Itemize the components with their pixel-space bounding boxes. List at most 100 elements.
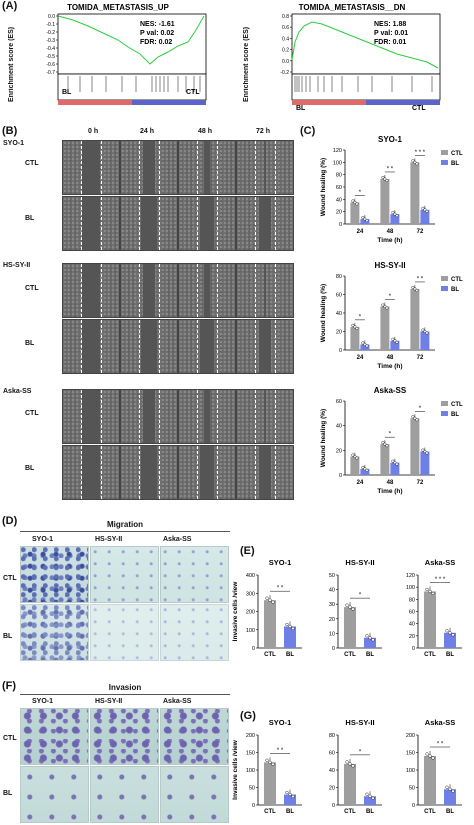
wound-image [62, 140, 120, 195]
gsea-ticks-up: 0.0 -0.1 -0.2 -0.3 -0.4 -0.5 -0.6 -0.7 [46, 14, 58, 76]
inv-aska-bl [160, 766, 229, 823]
y-tick-label: 0 [252, 646, 255, 652]
data-point [271, 762, 275, 766]
y-tick-label: 80 [336, 274, 342, 280]
bar-bl [390, 340, 400, 350]
mig-aska-ctl [160, 546, 229, 603]
mig-row-bl: BL [3, 633, 13, 640]
migration-title: Migration [107, 520, 143, 529]
scratch-gap [82, 264, 100, 317]
bar-ctl [380, 306, 390, 350]
gsea-ylabel-2: Enrichment score (ES) [243, 26, 250, 102]
data-point [393, 212, 397, 216]
data-point [413, 416, 417, 420]
wound-image [120, 389, 178, 444]
x-tick-label: 72 [417, 229, 424, 235]
scratch-gap [204, 390, 210, 443]
x-tick-label: BL [446, 809, 454, 815]
data-point [385, 444, 389, 448]
data-point [421, 328, 425, 332]
y-tick-label: 0 [412, 803, 415, 809]
data-point [265, 758, 269, 762]
scratch-boundary [217, 197, 218, 250]
scratch-gap [141, 446, 157, 499]
chart-hssy-migration: HS-SY-II 0 10 20 30 40 50 CTL BL * [329, 558, 382, 658]
bar-bl [420, 209, 430, 224]
scratch-boundary [81, 264, 82, 317]
scratch-boundary [255, 197, 256, 250]
data-point [265, 596, 269, 600]
data-point [423, 208, 427, 212]
scratch-gap [200, 320, 214, 373]
bar-bl [364, 637, 376, 648]
inv-hssy-bl [90, 766, 159, 823]
y-tick-label: 120 [333, 148, 342, 154]
wound-image [236, 445, 294, 500]
data-point [431, 591, 435, 596]
wound-image [178, 196, 236, 251]
data-point [355, 202, 359, 206]
scratch-boundary [217, 446, 218, 499]
inv-aska-ctl [160, 708, 229, 765]
data-point [361, 216, 365, 220]
mig-col-hssy: HS-SY-II [95, 536, 123, 543]
legend-label: CTL [451, 277, 463, 283]
scratch-boundary [275, 320, 276, 373]
chart-aska-invasion: Aska-SS 0 50 100 150 200 CTL BL * * [406, 718, 462, 815]
wound-image [120, 140, 178, 195]
bar-bl [360, 219, 370, 224]
y-axis-label: Wound healing (%) [320, 158, 327, 216]
y-tick-label: 100 [333, 160, 342, 166]
y-tick-label: 40 [329, 588, 335, 594]
sig-stars: * [359, 190, 362, 196]
data-point [445, 629, 449, 633]
time-0h: 0 h [88, 128, 99, 135]
gsea-plot-up: TOMIDA_METASTASIS_UP 0.0 -0.1 -0.2 -0.3 -0.4… [46, 3, 207, 105]
data-point [355, 456, 359, 460]
data-point [368, 794, 372, 798]
chart-syo1-wound: SYO-1 0 20 40 60 80 100 120 Wound healing (%) 24 *… [320, 135, 463, 244]
x-tick-label: 24 [357, 355, 364, 361]
y-tick-label: 80 [336, 173, 342, 179]
scratch-gap [82, 141, 100, 194]
scratch-boundary [159, 320, 160, 373]
scratch-boundary [217, 320, 218, 373]
x-tick-label: BL [286, 809, 294, 815]
data-point [353, 325, 357, 329]
y-tick-label: 80 [329, 733, 335, 739]
data-point [351, 323, 355, 327]
scratch-gap [82, 390, 100, 443]
data-point [288, 792, 292, 797]
data-point [285, 622, 289, 627]
x-tick-label: CTL [264, 809, 276, 815]
sig-stars: * * [437, 742, 444, 748]
chart-title: SYO-1 [269, 558, 292, 567]
data-point [268, 598, 272, 602]
panel-label-g: (G) [240, 710, 256, 722]
data-point [413, 287, 417, 291]
y-tick-label: 40 [409, 622, 415, 628]
data-point [448, 787, 452, 791]
row-bl-1: BL [25, 215, 35, 222]
data-point [448, 631, 452, 635]
sig-stars: * * [277, 748, 284, 754]
wound-image [62, 196, 120, 251]
data-point [365, 634, 369, 638]
y-tick-label: 0 [339, 473, 342, 479]
gsea-tick-label: -0.6 [46, 62, 55, 68]
y-tick-label: 100 [246, 628, 255, 634]
gsea-plot-dn: TOMIDA_METASTASIS__DN 0.8 0.6 0.4 0.2 0.0 -0.… [280, 3, 441, 112]
legend-swatch-ctl [441, 276, 448, 281]
data-point [383, 305, 387, 309]
scratch-gap [259, 320, 271, 373]
scratch-gap [259, 197, 271, 250]
x-tick-label: BL [446, 652, 454, 658]
wound-image [236, 140, 294, 195]
data-point [431, 756, 435, 760]
data-point [348, 762, 352, 766]
wound-image [236, 263, 294, 318]
bar-bl [284, 794, 296, 805]
gsea-tick-label: -0.1 [46, 22, 55, 28]
scratch-boundary [139, 264, 140, 317]
x-axis-label: Time (h) [377, 363, 402, 370]
